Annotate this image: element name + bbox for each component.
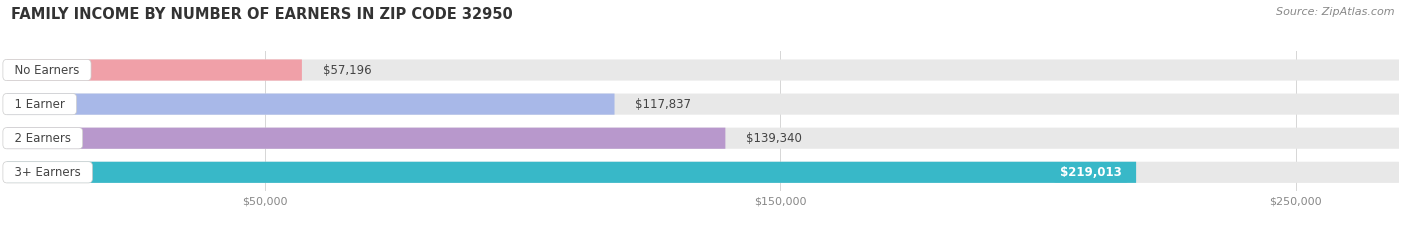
Text: $219,013: $219,013	[1056, 166, 1126, 179]
FancyBboxPatch shape	[7, 128, 1399, 149]
FancyBboxPatch shape	[7, 128, 725, 149]
FancyBboxPatch shape	[7, 162, 1399, 183]
Text: 3+ Earners: 3+ Earners	[7, 166, 89, 179]
FancyBboxPatch shape	[7, 93, 614, 115]
FancyBboxPatch shape	[7, 93, 1399, 115]
Text: No Earners: No Earners	[7, 64, 87, 76]
Text: $117,837: $117,837	[636, 98, 692, 111]
FancyBboxPatch shape	[7, 162, 1136, 183]
Text: $57,196: $57,196	[322, 64, 371, 76]
Text: 2 Earners: 2 Earners	[7, 132, 79, 145]
Text: 1 Earner: 1 Earner	[7, 98, 72, 111]
Text: $139,340: $139,340	[747, 132, 801, 145]
FancyBboxPatch shape	[7, 59, 302, 81]
FancyBboxPatch shape	[7, 59, 1399, 81]
Text: Source: ZipAtlas.com: Source: ZipAtlas.com	[1277, 7, 1395, 17]
Text: FAMILY INCOME BY NUMBER OF EARNERS IN ZIP CODE 32950: FAMILY INCOME BY NUMBER OF EARNERS IN ZI…	[11, 7, 513, 22]
